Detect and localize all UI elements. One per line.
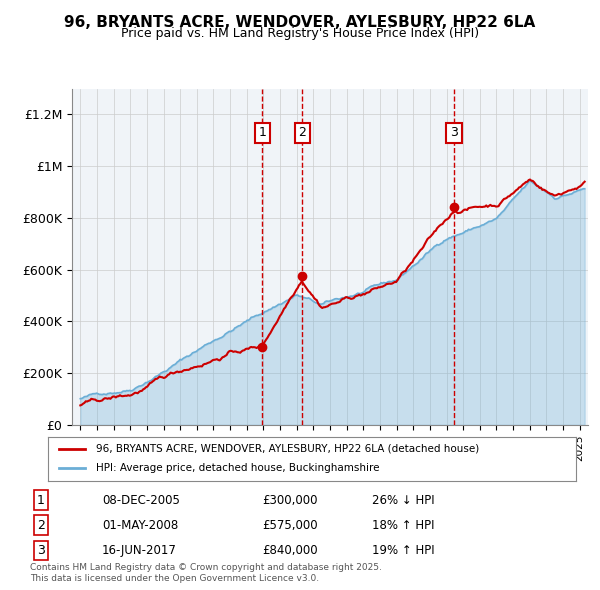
Text: 3: 3 — [450, 126, 458, 139]
Text: HPI: Average price, detached house, Buckinghamshire: HPI: Average price, detached house, Buck… — [95, 464, 379, 473]
Text: 08-DEC-2005: 08-DEC-2005 — [102, 493, 179, 507]
Text: 16-JUN-2017: 16-JUN-2017 — [102, 543, 176, 557]
Text: £840,000: £840,000 — [262, 543, 317, 557]
Text: £300,000: £300,000 — [262, 493, 317, 507]
Text: 26% ↓ HPI: 26% ↓ HPI — [372, 493, 435, 507]
Text: 2: 2 — [298, 126, 306, 139]
Text: 3: 3 — [37, 543, 45, 557]
Text: 19% ↑ HPI: 19% ↑ HPI — [372, 543, 435, 557]
Text: 01-MAY-2008: 01-MAY-2008 — [102, 519, 178, 532]
Text: 96, BRYANTS ACRE, WENDOVER, AYLESBURY, HP22 6LA: 96, BRYANTS ACRE, WENDOVER, AYLESBURY, H… — [64, 15, 536, 30]
Text: £575,000: £575,000 — [262, 519, 317, 532]
Text: 2: 2 — [37, 519, 45, 532]
Text: Price paid vs. HM Land Registry's House Price Index (HPI): Price paid vs. HM Land Registry's House … — [121, 27, 479, 40]
Text: 1: 1 — [259, 126, 266, 139]
Text: 1: 1 — [37, 493, 45, 507]
Text: Contains HM Land Registry data © Crown copyright and database right 2025.
This d: Contains HM Land Registry data © Crown c… — [30, 563, 382, 583]
Text: 18% ↑ HPI: 18% ↑ HPI — [372, 519, 435, 532]
Text: 96, BRYANTS ACRE, WENDOVER, AYLESBURY, HP22 6LA (detached house): 96, BRYANTS ACRE, WENDOVER, AYLESBURY, H… — [95, 444, 479, 454]
